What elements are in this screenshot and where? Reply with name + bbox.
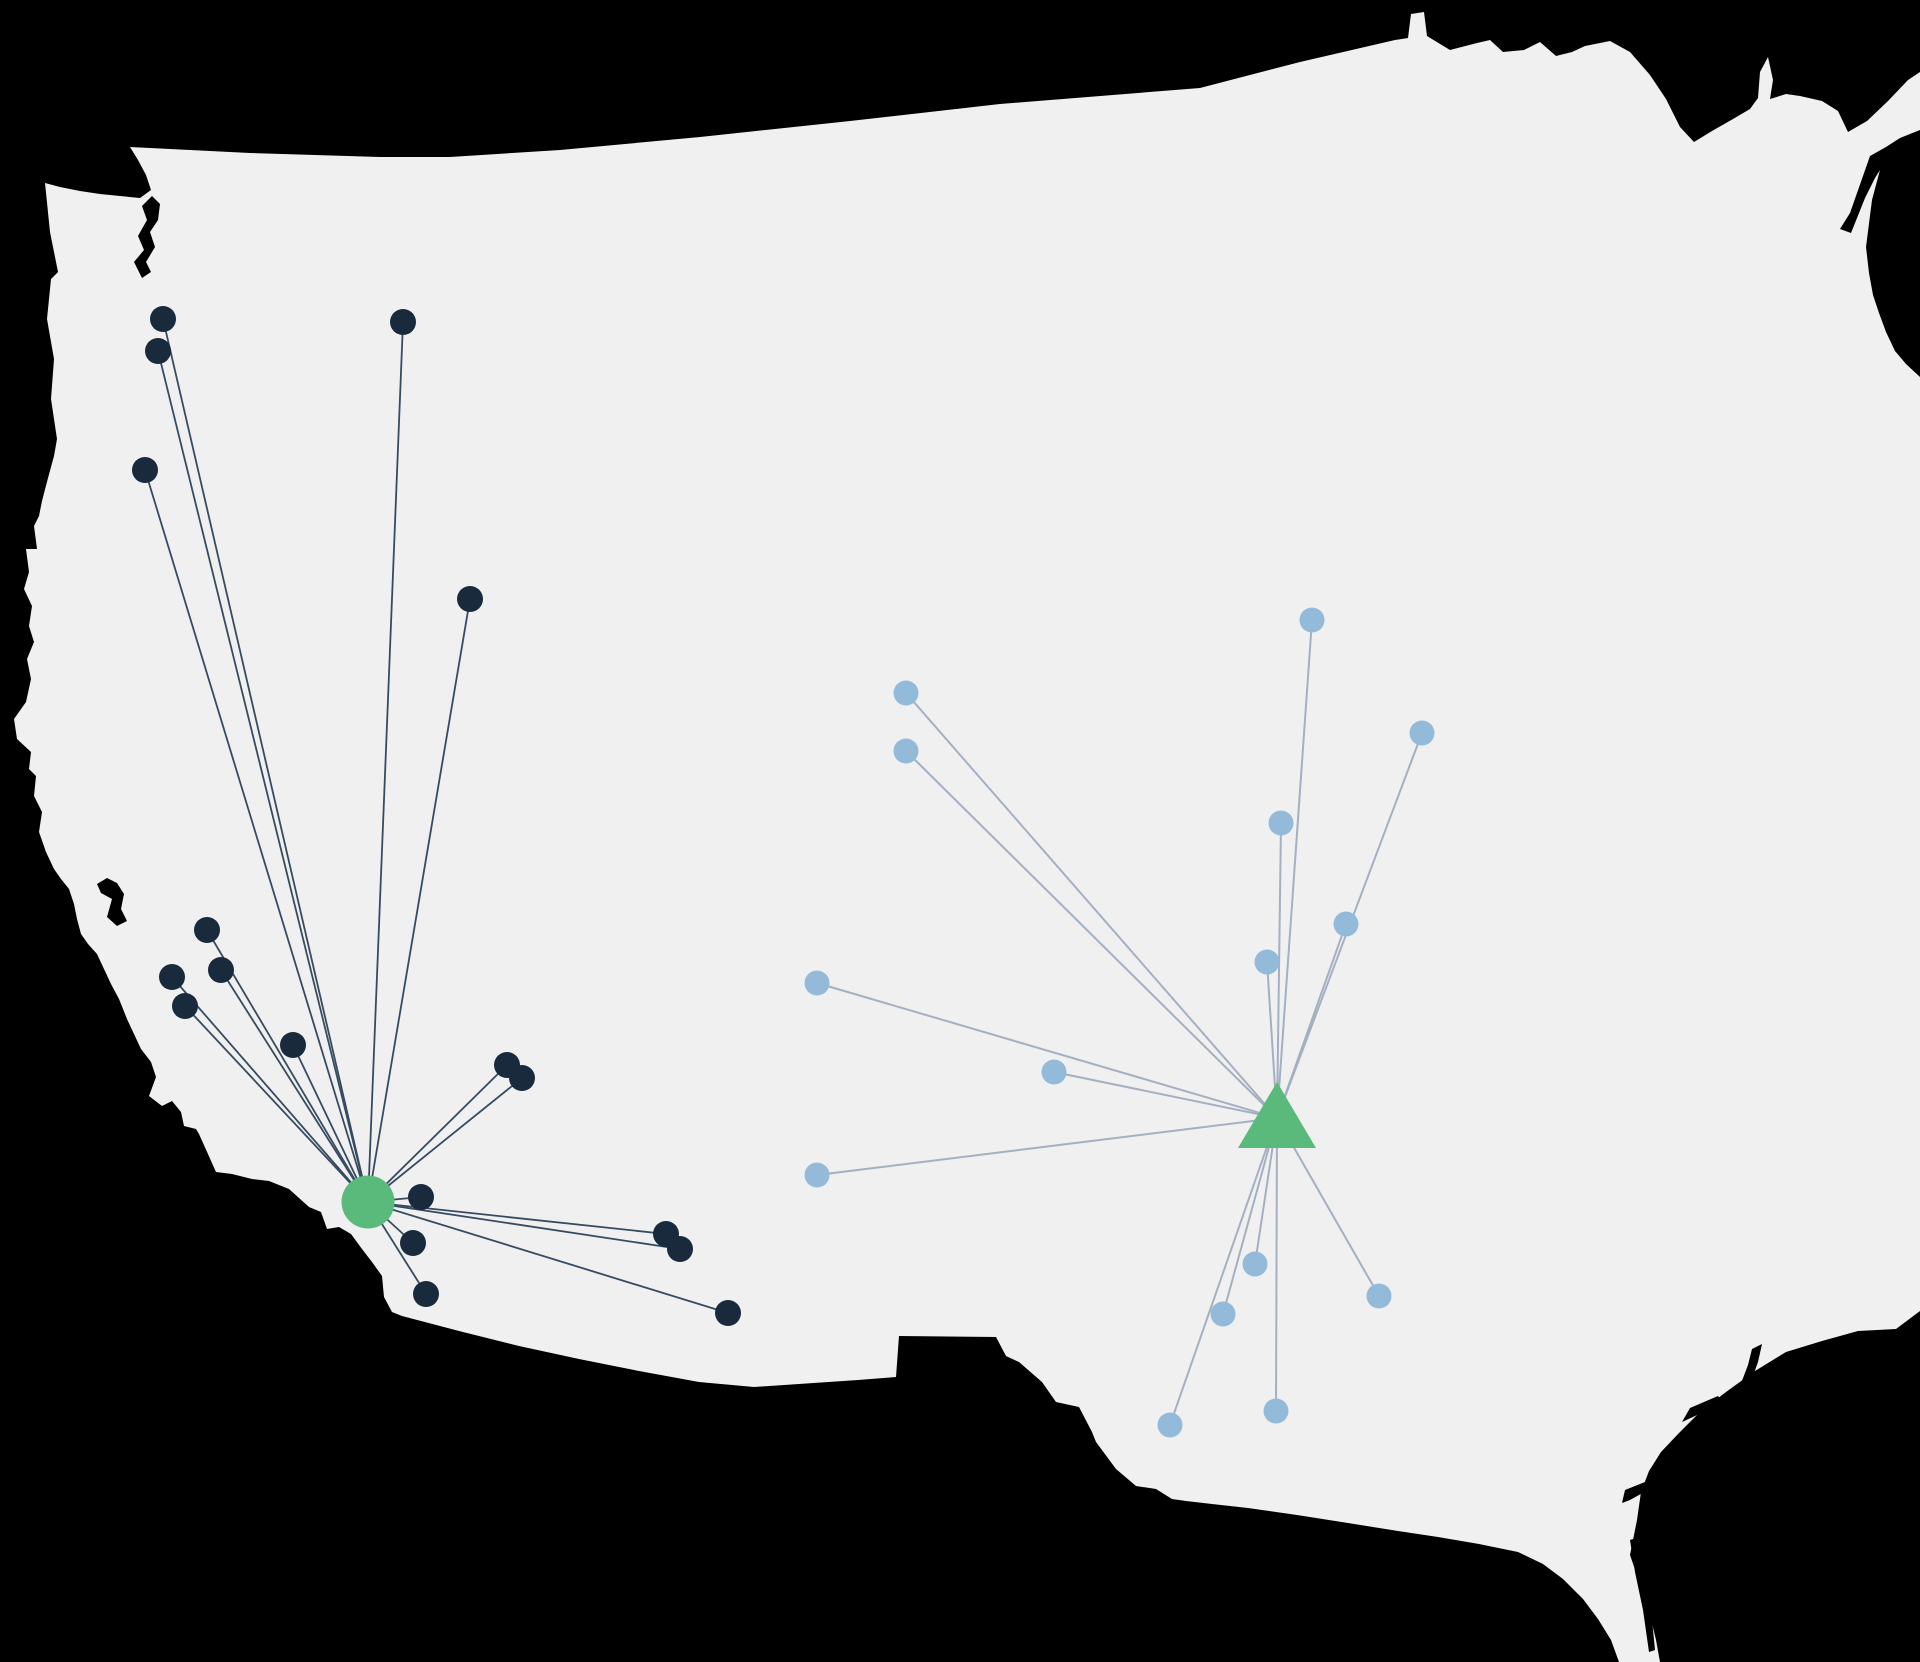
central-network-city-dot-marker[interactable] (893, 680, 919, 706)
west-network-city-dot-marker[interactable] (400, 1230, 426, 1256)
central-network-spoke-line (816, 982, 1278, 1119)
water-inlet-overlay (1682, 1396, 1722, 1422)
west-network-spoke-line (367, 1201, 729, 1314)
west-network-spoke-line (367, 1064, 508, 1203)
central-network-spoke-line (1276, 923, 1347, 1119)
west-network-city-dot-marker[interactable] (408, 1184, 434, 1210)
central-network-spoke-line (1053, 1071, 1278, 1119)
water-inlet-overlay (1622, 1482, 1648, 1503)
central-network-spoke-line (1276, 822, 1282, 1119)
west-network-spoke-line (184, 1005, 369, 1203)
central-network-city-dot-marker[interactable] (1333, 911, 1359, 937)
central-network-city-dot-marker[interactable] (893, 738, 919, 764)
central-network-city-dot-marker[interactable] (1268, 810, 1294, 836)
central-network-spoke-line (816, 1117, 1278, 1176)
water-inlet-overlay (134, 196, 160, 278)
west-network-city-dot-marker[interactable] (132, 457, 158, 483)
west-network-spoke-line (220, 969, 369, 1203)
west-network-city-dot-marker[interactable] (509, 1065, 535, 1091)
central-network-hub-triangle-marker[interactable] (1238, 1082, 1316, 1148)
central-network-spoke-line (1276, 619, 1313, 1119)
water-inlet-overlay (97, 878, 127, 926)
west-network-city-dot-marker[interactable] (208, 957, 234, 983)
central-network-city-dot-marker[interactable] (1263, 1398, 1289, 1424)
central-network-spoke-line (905, 750, 1278, 1119)
central-network-city-dot-marker[interactable] (1242, 1251, 1268, 1277)
west-network-city-dot-marker[interactable] (390, 309, 416, 335)
central-network-spoke-line (1222, 1117, 1278, 1315)
central-network-spoke-line (905, 692, 1278, 1119)
water-inlet-overlay (1740, 1344, 1762, 1390)
water-layer (97, 196, 1762, 1652)
west-network-city-dot-marker[interactable] (194, 917, 220, 943)
west-network-spoke-line (367, 1077, 523, 1203)
west-network-city-dot-marker[interactable] (145, 338, 171, 364)
central-network-city-dot-marker[interactable] (1254, 949, 1280, 975)
west-network-city-dot-marker[interactable] (280, 1032, 306, 1058)
west-network-city-dot-marker[interactable] (715, 1300, 741, 1326)
west-network-city-dot-marker[interactable] (150, 306, 176, 332)
central-network-spoke-line (1275, 1117, 1278, 1412)
land-layer (14, 12, 1920, 1662)
west-network-spoke-line (367, 321, 404, 1203)
west-network-city-dot-marker[interactable] (457, 586, 483, 612)
west-network-hub-circle-marker[interactable] (341, 1175, 395, 1229)
west-network-city-dot-marker[interactable] (667, 1236, 693, 1262)
water-inlet-overlay (1630, 1538, 1655, 1652)
central-network-city-dot-marker[interactable] (1299, 607, 1325, 633)
central-network-city-dot-marker[interactable] (804, 970, 830, 996)
spokes-layer (144, 318, 1423, 1426)
central-network-city-dot-marker[interactable] (804, 1162, 830, 1188)
west-network-spoke-line (157, 350, 369, 1203)
central-network-city-dot-marker[interactable] (1041, 1059, 1067, 1085)
west-network-city-dot-marker[interactable] (172, 993, 198, 1019)
west-network-spoke-line (144, 469, 369, 1203)
us-land-silhouette (14, 12, 1920, 1662)
central-network-city-dot-marker[interactable] (1366, 1283, 1392, 1309)
hubs-layer (341, 1082, 1316, 1229)
west-network-spoke-line (171, 976, 369, 1203)
central-network-city-dot-marker[interactable] (1157, 1412, 1183, 1438)
central-network-spoke-line (1169, 1117, 1278, 1426)
west-network-city-dot-marker[interactable] (413, 1281, 439, 1307)
dots-layer (132, 306, 1435, 1438)
west-network-spoke-line (162, 318, 369, 1203)
central-network-city-dot-marker[interactable] (1210, 1301, 1236, 1327)
central-network-city-dot-marker[interactable] (1409, 720, 1435, 746)
west-network-city-dot-marker[interactable] (159, 964, 185, 990)
west-network-spoke-line (206, 929, 369, 1203)
west-network-spoke-line (292, 1044, 369, 1203)
west-network-spoke-line (367, 598, 471, 1203)
